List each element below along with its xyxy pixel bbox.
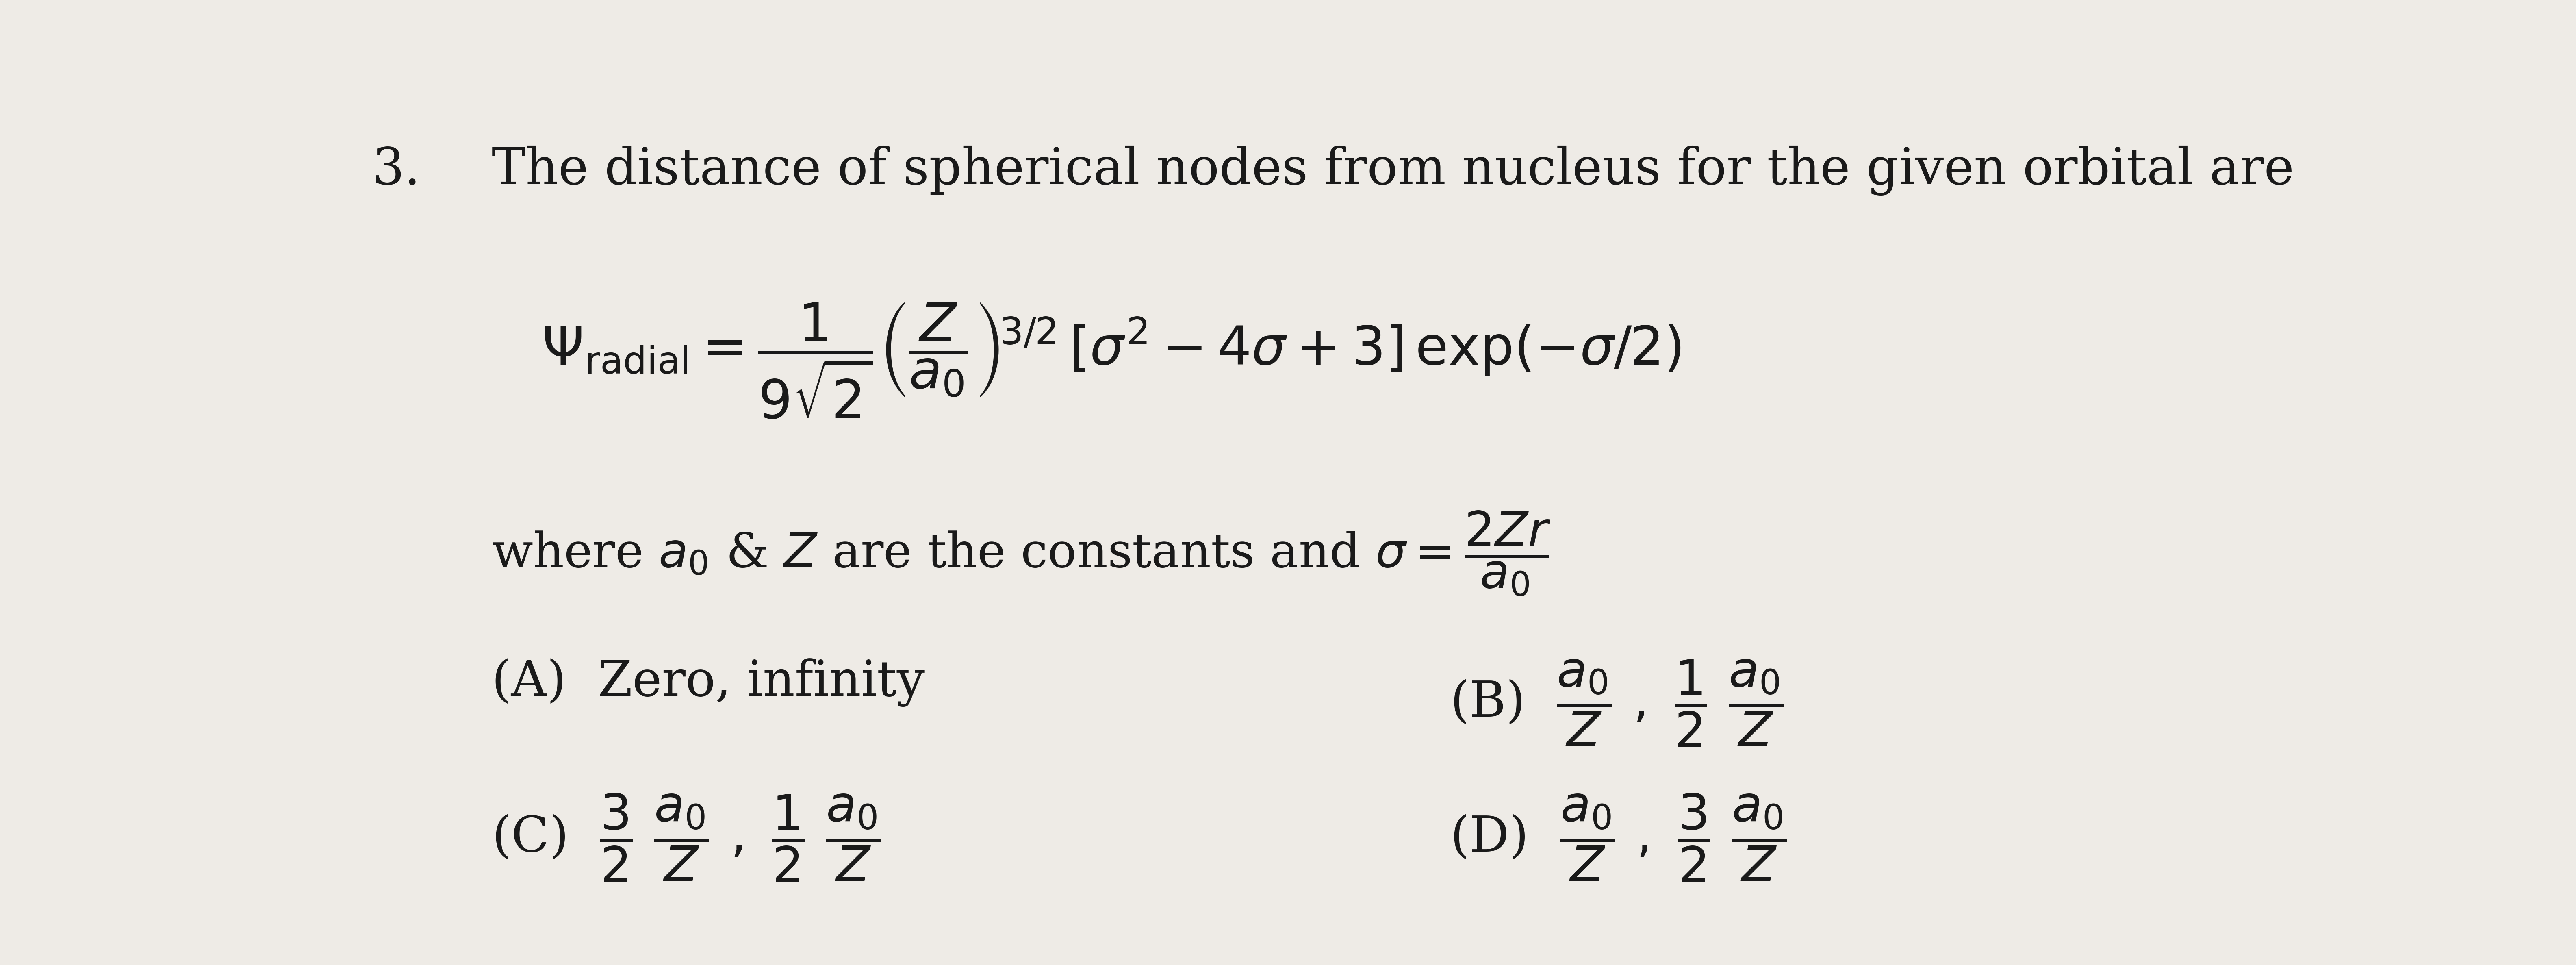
Text: 3.: 3. <box>371 146 420 195</box>
Text: (C)  $\dfrac{3}{2}\ \dfrac{a_0}{Z}\ ,\ \dfrac{1}{2}\ \dfrac{a_0}{Z}$: (C) $\dfrac{3}{2}\ \dfrac{a_0}{Z}\ ,\ \d… <box>492 792 881 883</box>
Text: $\Psi_{\rm radial} = \dfrac{1}{9\sqrt{2}}\left(\dfrac{Z}{a_0}\right)^{\!3/2}\,[\: $\Psi_{\rm radial} = \dfrac{1}{9\sqrt{2}… <box>541 301 1682 421</box>
Text: (B)  $\dfrac{a_0}{Z}\ ,\ \dfrac{1}{2}\ \dfrac{a_0}{Z}$: (B) $\dfrac{a_0}{Z}\ ,\ \dfrac{1}{2}\ \d… <box>1450 658 1783 748</box>
Text: where $a_0$ & $Z$ are the constants and $\sigma = \dfrac{2Zr}{a_0}$: where $a_0$ & $Z$ are the constants and … <box>492 510 1551 597</box>
Text: The distance of spherical nodes from nucleus for the given orbital are: The distance of spherical nodes from nuc… <box>492 146 2295 196</box>
Text: (A)  Zero, infinity: (A) Zero, infinity <box>492 658 925 707</box>
Text: (D)  $\dfrac{a_0}{Z}\ ,\ \dfrac{3}{2}\ \dfrac{a_0}{Z}$: (D) $\dfrac{a_0}{Z}\ ,\ \dfrac{3}{2}\ \d… <box>1450 792 1788 883</box>
